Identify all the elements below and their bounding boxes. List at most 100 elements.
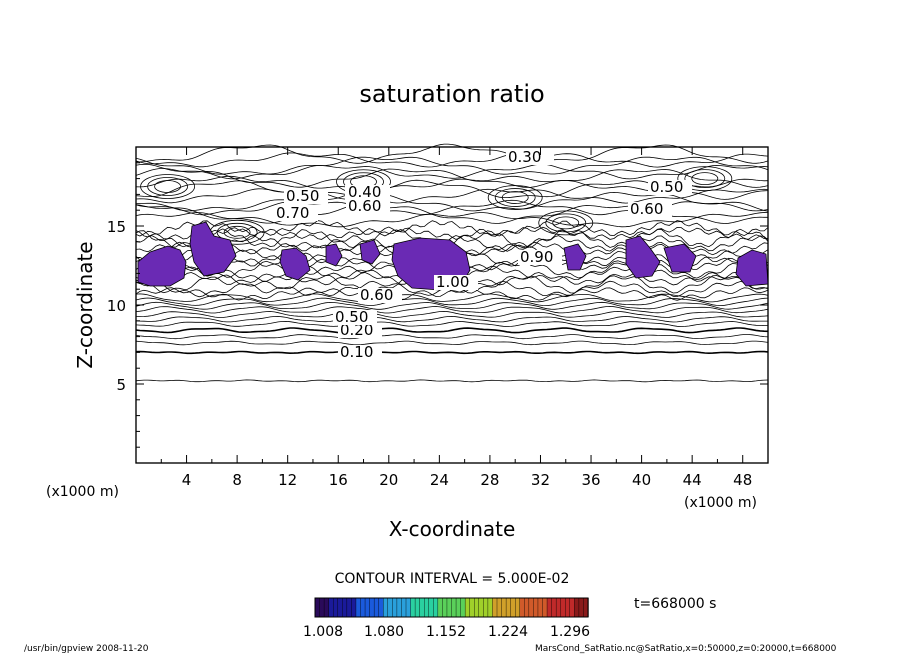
contour-label: 0.60 xyxy=(360,286,393,304)
colorbar-cell xyxy=(492,597,498,618)
colorbar-cell xyxy=(373,597,380,618)
colorbar-cell xyxy=(360,597,366,618)
contour-line xyxy=(135,156,769,175)
contour-eddy xyxy=(538,210,594,236)
contour-line xyxy=(135,315,768,323)
colorbar-cell xyxy=(451,597,457,618)
x-tick-label: 44 xyxy=(683,471,702,489)
contour-line xyxy=(135,226,769,240)
contour-label: 0.50 xyxy=(335,308,368,326)
contour-line xyxy=(135,327,769,334)
colorbar xyxy=(314,597,589,618)
supersaturation-region xyxy=(663,243,697,273)
contour-line xyxy=(135,320,769,328)
colorbar-cell xyxy=(419,597,425,618)
colorbar-cell xyxy=(510,597,516,618)
colorbar-cell xyxy=(569,597,576,618)
contour-eddy xyxy=(677,166,733,192)
contour-eddy xyxy=(154,180,182,193)
colorbar-cell xyxy=(533,597,539,618)
contour-label-bg xyxy=(506,150,550,165)
contour-label-bg xyxy=(338,345,382,360)
contour-label-bg xyxy=(358,288,402,303)
colorbar-cell xyxy=(487,597,494,618)
contour-line xyxy=(136,143,769,164)
contour-eddy xyxy=(487,185,543,210)
colorbar-tick-label: 1.152 xyxy=(426,624,466,640)
y-axis-ticks: 5 10 15 xyxy=(107,162,768,448)
colorbar-cell xyxy=(401,597,407,618)
colorbar-cell xyxy=(464,597,471,618)
colorbar-cell xyxy=(524,597,530,618)
contour-line xyxy=(135,350,769,355)
contour-labels: 0.100.200.300.400.500.600.700.901.000.30… xyxy=(274,148,692,361)
colorbar-cell xyxy=(433,597,439,618)
contour-label: 0.20 xyxy=(340,321,373,339)
colorbar-border xyxy=(314,597,589,618)
contour-line xyxy=(135,168,769,188)
colorbar-cell xyxy=(519,597,526,618)
colorbar-cell xyxy=(515,597,521,618)
contour-line xyxy=(135,340,769,346)
colorbar-cell xyxy=(560,597,566,618)
contour-eddy xyxy=(545,213,587,233)
contour-label: 0.30 xyxy=(508,148,541,166)
contour-eddy xyxy=(691,172,719,186)
contour-line xyxy=(136,310,769,318)
contour-eddy xyxy=(223,225,251,239)
contour-label-bg xyxy=(284,189,328,204)
contour-label: 0.10 xyxy=(340,343,373,361)
x-tick-label: 24 xyxy=(430,471,449,489)
colorbar-cell xyxy=(455,597,462,618)
colorbar-cell xyxy=(542,597,548,618)
colorbar-tick-label: 1.080 xyxy=(364,624,404,640)
x-tick-label: 32 xyxy=(531,471,550,489)
colorbar-cell xyxy=(378,597,384,618)
contour-eddy xyxy=(501,191,529,204)
colorbar-cell xyxy=(314,597,321,618)
x-tick-label: 4 xyxy=(182,471,192,489)
supersaturation-region xyxy=(563,243,587,271)
colorbar-cell xyxy=(551,597,557,618)
colorbar-cell xyxy=(342,597,348,618)
y-tick-label: 5 xyxy=(116,376,126,394)
colorbar-cell xyxy=(501,597,507,618)
colorbar-cell xyxy=(328,597,334,618)
colorbar-cell xyxy=(383,597,389,618)
colorbar-cell xyxy=(333,597,339,618)
colorbar-cell xyxy=(478,597,485,618)
x-unit-left: (x1000 m) xyxy=(46,484,119,500)
contour-label: 0.70 xyxy=(276,204,309,222)
chart-title: saturation ratio xyxy=(359,80,544,108)
colorbar-cell xyxy=(396,597,403,618)
colorbar-cell xyxy=(565,597,571,618)
colorbar-cell xyxy=(474,597,480,618)
colorbar-cell xyxy=(392,597,398,618)
contour-label-bg xyxy=(434,275,478,290)
plot-area: 0.100.200.300.400.500.600.700.901.000.30… xyxy=(135,143,769,464)
colorbar-cell xyxy=(428,597,435,618)
footer-left: /usr/bin/gpview 2008-11-20 xyxy=(24,644,149,654)
colorbar-cell xyxy=(469,597,475,618)
contour-label: 0.40 xyxy=(348,183,381,201)
colorbar-cell xyxy=(424,597,430,618)
contour-line xyxy=(135,188,769,204)
x-tick-label: 16 xyxy=(329,471,348,489)
x-tick-label: 20 xyxy=(379,471,398,489)
colorbar-cell xyxy=(555,597,562,618)
colorbar-cell xyxy=(505,597,512,618)
colorbar-cell xyxy=(414,597,421,618)
y-axis-label: Z-coordinate xyxy=(73,241,97,368)
x-tick-label: 8 xyxy=(232,471,242,489)
colorbar-cell xyxy=(446,597,453,618)
x-axis-label: X-coordinate xyxy=(389,517,516,541)
footer-right: MarsCond_SatRatio.nc@SatRatio,x=0:50000,… xyxy=(535,644,837,654)
contour-label-bg xyxy=(628,202,672,217)
y-tick-label: 15 xyxy=(107,218,126,236)
contour-eddy xyxy=(140,174,196,199)
supersaturation-region xyxy=(189,221,237,277)
colorbar-cell xyxy=(410,597,416,618)
contour-line xyxy=(135,305,769,314)
contour-label: 0.60 xyxy=(630,200,663,218)
contour-eddy xyxy=(216,222,258,242)
